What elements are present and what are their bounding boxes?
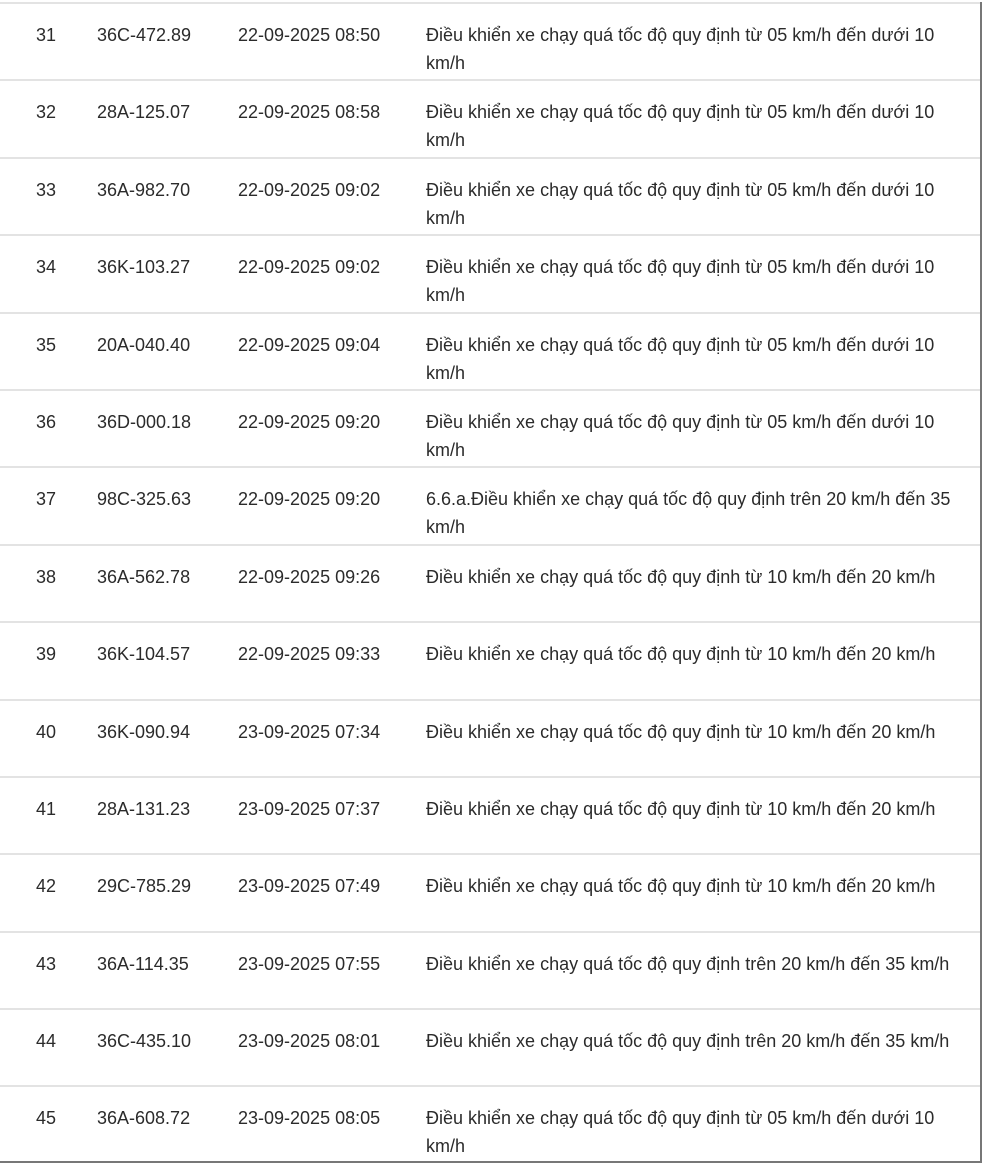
violation-description: Điều khiển xe chạy quá tốc độ quy định t… <box>426 411 935 460</box>
violation-time: 23-09-2025 08:05 <box>238 1108 381 1129</box>
table-row: 35 20A-040.40 22-09-2025 09:04 Điều khiển x… <box>0 312 980 390</box>
row-number: 41 <box>35 798 57 819</box>
row-number: 40 <box>35 721 57 742</box>
table-row: 43 36A-114.35 23-09-2025 07:55 Điều khiển x… <box>0 931 980 1009</box>
violation-description: Điều khiển xe chạy quá tốc độ quy định t… <box>426 1031 950 1052</box>
table-row: 31 36C-472.89 22-09-2025 08:50 Điều khiển x… <box>0 3 980 80</box>
table-row: 36 36D-000.18 22-09-2025 09:20 Điều khiển x… <box>0 389 980 467</box>
violation-description: Điều khiển xe chạy quá tốc độ quy định t… <box>426 798 936 819</box>
row-number: 31 <box>35 25 57 45</box>
table-row: 38 36A-562.78 22-09-2025 09:26 Điều khiển x… <box>0 544 980 622</box>
row-number: 35 <box>35 334 57 355</box>
license-plate: 36C-472.89 <box>97 25 192 45</box>
table-row: 33 36A-982.70 22-09-2025 09:02 Điều khiển x… <box>0 157 980 235</box>
table-row: 41 28A-131.23 23-09-2025 07:37 Điều khiển x… <box>0 776 980 854</box>
violation-time: 22-09-2025 09:20 <box>238 489 381 510</box>
license-plate: 36K-103.27 <box>97 257 191 278</box>
table-row: 45 36A-608.72 23-09-2025 08:05 Điều khiển x… <box>0 1086 980 1161</box>
violation-description: Điều khiển xe chạy quá tốc độ quy định t… <box>426 334 935 383</box>
violation-time: 22-09-2025 09:04 <box>238 334 381 355</box>
violation-description: Điều khiển xe chạy quá tốc độ quy định t… <box>426 721 936 742</box>
violation-time: 22-09-2025 08:58 <box>238 102 381 123</box>
license-plate: 28A-131.23 <box>97 798 191 819</box>
table-body: 31 36C-472.89 22-09-2025 08:50 Điều khiển x… <box>0 3 980 1161</box>
violation-time: 23-09-2025 07:49 <box>238 876 381 897</box>
license-plate: 28A-125.07 <box>97 102 191 123</box>
violation-time: 22-09-2025 09:02 <box>238 257 381 278</box>
row-number: 37 <box>35 489 57 510</box>
violation-time: 22-09-2025 09:20 <box>238 411 381 432</box>
table-row: 42 29C-785.29 23-09-2025 07:49 Điều khiển x… <box>0 854 980 931</box>
row-number: 32 <box>35 102 57 123</box>
license-plate: 20A-040.40 <box>97 334 191 355</box>
license-plate: 36C-435.10 <box>97 1031 192 1052</box>
license-plate: 29C-785.29 <box>97 876 192 897</box>
violation-time: 22-09-2025 09:33 <box>238 644 381 665</box>
violation-time: 22-09-2025 08:50 <box>238 25 381 45</box>
table-row: 39 36K-104.57 22-09-2025 09:33 Điều khiển x… <box>0 622 980 699</box>
violation-description: Điều khiển xe chạy quá tốc độ quy định t… <box>426 1108 935 1157</box>
license-plate: 36A-114.35 <box>97 953 189 974</box>
license-plate: 36A-982.70 <box>97 179 191 200</box>
table-row: 37 98C-325.63 22-09-2025 09:20 6.6.a.Điều k… <box>0 467 980 544</box>
violation-description: Điều khiển xe chạy quá tốc độ quy định t… <box>426 102 935 151</box>
violation-description: Điều khiển xe chạy quá tốc độ quy định t… <box>426 257 935 306</box>
violation-description: Điều khiển xe chạy quá tốc độ quy định t… <box>426 876 936 897</box>
row-number: 33 <box>35 179 57 200</box>
violation-description: Điều khiển xe chạy quá tốc độ quy định t… <box>426 25 935 73</box>
license-plate: 36A-608.72 <box>97 1108 191 1129</box>
row-number: 39 <box>35 644 57 665</box>
row-number: 44 <box>35 1031 57 1052</box>
license-plate: 98C-325.63 <box>97 489 192 510</box>
row-number: 34 <box>35 257 57 278</box>
violation-description: 6.6.a.Điều khiển xe chạy quá tốc độ quy … <box>426 489 951 538</box>
violation-time: 23-09-2025 08:01 <box>238 1031 381 1052</box>
violation-time: 22-09-2025 09:26 <box>238 566 381 587</box>
license-plate: 36A-562.78 <box>97 566 191 587</box>
license-plate: 36D-000.18 <box>97 411 192 432</box>
row-number: 43 <box>35 953 57 974</box>
table-row: 44 36C-435.10 23-09-2025 08:01 Điều khiển x… <box>0 1009 980 1086</box>
violation-time: 23-09-2025 07:37 <box>238 798 381 819</box>
violation-description: Điều khiển xe chạy quá tốc độ quy định t… <box>426 566 936 587</box>
table-row: 34 36K-103.27 22-09-2025 09:02 Điều khiển x… <box>0 235 980 312</box>
license-plate: 36K-104.57 <box>97 644 191 665</box>
row-number: 36 <box>35 411 57 432</box>
row-number: 45 <box>35 1108 57 1129</box>
row-number: 38 <box>35 566 57 587</box>
violation-time: 23-09-2025 07:34 <box>238 721 381 742</box>
table-row: 32 28A-125.07 22-09-2025 08:58 Điều khiển x… <box>0 80 980 157</box>
license-plate: 36K-090.94 <box>97 721 191 742</box>
violation-time: 23-09-2025 07:55 <box>238 953 381 974</box>
table-row: 40 36K-090.94 23-09-2025 07:34 Điều khiển x… <box>0 699 980 777</box>
violation-description: Điều khiển xe chạy quá tốc độ quy định t… <box>426 644 936 665</box>
violation-time: 22-09-2025 09:02 <box>238 179 381 200</box>
row-number: 42 <box>35 876 57 897</box>
violation-description: Điều khiển xe chạy quá tốc độ quy định t… <box>426 953 950 974</box>
violation-description: Điều khiển xe chạy quá tốc độ quy định t… <box>426 179 935 228</box>
